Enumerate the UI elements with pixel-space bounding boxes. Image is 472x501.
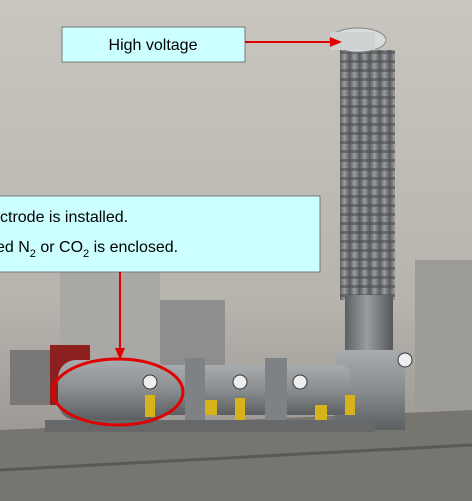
arrowhead [115, 348, 125, 360]
highlight-ellipse [51, 357, 185, 427]
subscript: 2 [83, 248, 89, 260]
label: ed N2 or CO2 is enclosed. [0, 239, 178, 260]
label: ctrode is installed. [0, 209, 128, 226]
label-box [61, 26, 246, 63]
subscript: 2 [30, 248, 36, 260]
gas-pipeline [45, 352, 413, 432]
label-part: ed N [0, 239, 30, 256]
arrowhead [330, 37, 342, 47]
high-voltage-callout: High voltage [61, 26, 342, 63]
label: High voltage [109, 37, 198, 54]
label-part: is enclosed. [89, 239, 178, 256]
label-box [0, 195, 321, 273]
insulator-column [329, 27, 405, 430]
label-part: or CO [36, 239, 83, 256]
electrode-callout: ctrode is installed. ed N2 or CO2 is enc… [0, 195, 321, 427]
